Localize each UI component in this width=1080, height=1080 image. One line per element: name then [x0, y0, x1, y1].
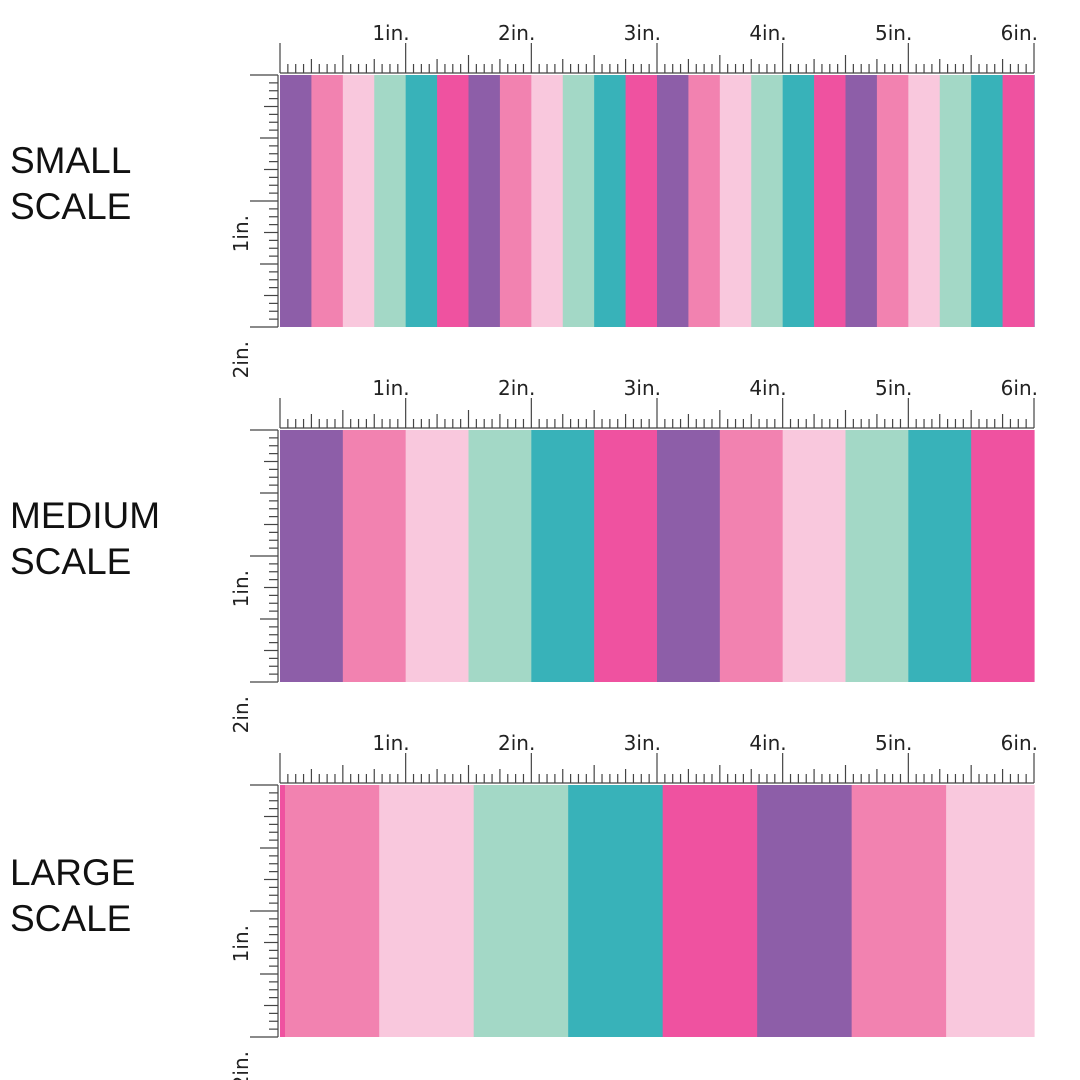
- stripe: [342, 430, 407, 682]
- stripe: [1002, 75, 1035, 327]
- stripe: [374, 75, 407, 327]
- ruler-side-label: 1in.: [229, 570, 253, 607]
- ruler-top-label: 1in.: [372, 731, 409, 755]
- scale-label-line1: MEDIUM: [10, 495, 161, 536]
- ruler-top-label: 5in.: [875, 21, 912, 45]
- stripe: [405, 430, 470, 682]
- stripe: [468, 430, 532, 682]
- small-ruler-swatch: 1in. 2in. 3in. 4in. 5in. 6in. 1in. 2in.: [229, 21, 1038, 378]
- small-scale-label: SMALL SCALE: [10, 138, 131, 230]
- ruler-top-label: 3in.: [624, 21, 661, 45]
- ruler-top-label: 2in.: [498, 376, 535, 400]
- large-scale-label: LARGE SCALE: [10, 850, 135, 942]
- stripe: [688, 75, 721, 327]
- stripe: [342, 75, 375, 327]
- stripe: [437, 75, 470, 327]
- stripe: [280, 430, 344, 682]
- stripe: [876, 75, 909, 327]
- ruler-side-label: 1in.: [229, 215, 253, 252]
- medium-scale-panel: MEDIUM SCALE 1in. 2in. 3in. 4in. 5in. 6in. 1i…: [0, 355, 1080, 733]
- stripe: [757, 785, 853, 1037]
- stripe: [657, 75, 690, 327]
- stripe: [845, 430, 909, 682]
- ruler-top-label: 4in.: [749, 376, 786, 400]
- large-scale-panel: LARGE SCALE 1in. 2in. 3in. 4in. 5in. 6in. 1in…: [0, 710, 1080, 1080]
- stripe: [946, 785, 1035, 1037]
- stripe: [662, 785, 758, 1037]
- stripe: [814, 75, 847, 327]
- stripe: [284, 785, 380, 1037]
- stripe: [625, 75, 658, 327]
- stripe-swatch: [280, 75, 1035, 327]
- stripe: [657, 430, 721, 682]
- stripe: [311, 75, 344, 327]
- stripe: [939, 75, 972, 327]
- stripe: [280, 75, 313, 327]
- stripe: [971, 75, 1004, 327]
- ruler-top-label: 5in.: [875, 376, 912, 400]
- ruler-top-label: 6in.: [1001, 376, 1038, 400]
- ruler-top-label: 5in.: [875, 731, 912, 755]
- ruler-top-label: 1in.: [372, 376, 409, 400]
- stripe: [782, 430, 847, 682]
- stripe: [531, 430, 595, 682]
- stripe: [908, 430, 972, 682]
- ruler-top-label: 3in.: [624, 376, 661, 400]
- ruler-side-label: 2in.: [229, 341, 253, 378]
- ruler-top-label: 6in.: [1001, 731, 1038, 755]
- stripe: [1034, 75, 1035, 327]
- stripe: [531, 75, 564, 327]
- stripe: [594, 75, 627, 327]
- scale-label-line1: LARGE: [10, 852, 136, 893]
- stripe: [562, 75, 595, 327]
- ruler-top-label: 4in.: [749, 21, 786, 45]
- stripe: [473, 785, 569, 1037]
- scale-label-line2: SCALE: [10, 541, 132, 582]
- stripe: [719, 75, 752, 327]
- large-ruler-swatch: 1in. 2in. 3in. 4in. 5in. 6in. 1in. 2in.: [229, 731, 1038, 1080]
- stripe: [851, 785, 947, 1037]
- stripe: [594, 430, 658, 682]
- stripe: [379, 785, 475, 1037]
- stripe: [782, 75, 815, 327]
- stripe: [468, 75, 501, 327]
- scale-label-line2: SCALE: [10, 898, 132, 939]
- ruler-top-label: 6in.: [1001, 21, 1038, 45]
- scale-label-line1: SMALL: [10, 140, 132, 181]
- stripe: [908, 75, 941, 327]
- scale-label-line2: SCALE: [10, 186, 132, 227]
- stripe: [971, 430, 1035, 682]
- ruler-side-label: 1in.: [229, 925, 253, 962]
- stripe: [719, 430, 784, 682]
- ruler-top-label: 3in.: [624, 731, 661, 755]
- ruler-top-label: 4in.: [749, 731, 786, 755]
- medium-scale-label: MEDIUM SCALE: [10, 493, 160, 585]
- stripe: [845, 75, 878, 327]
- stripe-swatch: [280, 430, 1035, 682]
- stripe-swatch: [280, 785, 1035, 1037]
- stripe: [751, 75, 784, 327]
- stripe: [405, 75, 438, 327]
- ruler-side-label: 2in.: [229, 696, 253, 733]
- stripe: [280, 785, 285, 1037]
- ruler-top-label: 2in.: [498, 731, 535, 755]
- stripe: [568, 785, 664, 1037]
- ruler-side-label: 2in.: [229, 1051, 253, 1080]
- small-scale-panel: SMALL SCALE 1in. 2in. 3in. 4in. 5in. 6in. 1in…: [0, 0, 1080, 378]
- stripe: [499, 75, 532, 327]
- ruler-top-label: 2in.: [498, 21, 535, 45]
- medium-ruler-swatch: 1in. 2in. 3in. 4in. 5in. 6in. 1in. 2in.: [229, 376, 1038, 733]
- ruler-top-label: 1in.: [372, 21, 409, 45]
